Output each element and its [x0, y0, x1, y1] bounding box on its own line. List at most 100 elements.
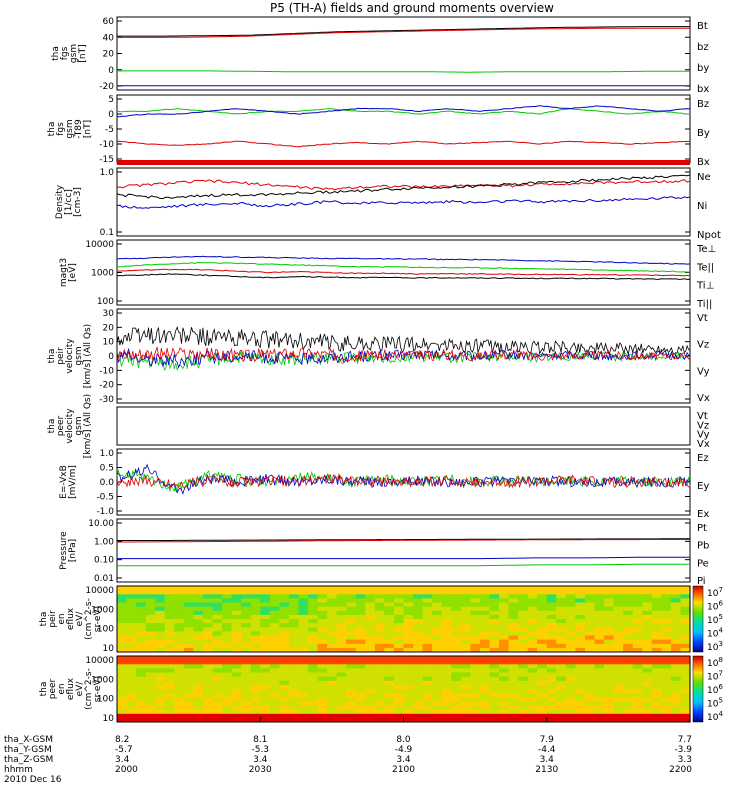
heatmap-cell — [117, 610, 128, 616]
heatmap-cell — [231, 623, 242, 628]
heatmap-cell — [260, 697, 271, 702]
heatmap-cell — [499, 594, 510, 599]
heatmap-cell — [527, 602, 538, 608]
heatmap-cell — [546, 697, 557, 702]
heatmap-cell — [269, 672, 280, 678]
y-axis-label-line: peir — [56, 347, 66, 365]
heatmap-cell — [155, 635, 166, 641]
heatmap-cell — [269, 697, 280, 702]
heatmap-cell — [661, 668, 672, 673]
heatmap-cell — [403, 709, 414, 715]
heatmap-cell — [613, 684, 624, 690]
heatmap-cell — [374, 689, 385, 694]
heatmap-cell — [260, 610, 271, 616]
heatmap-cell — [661, 586, 672, 591]
heatmap-cell — [518, 693, 529, 698]
heatmap-cell — [642, 594, 653, 599]
heatmap-cell — [623, 586, 634, 591]
heatmap-cell — [508, 717, 519, 723]
heatmap-cell — [670, 705, 681, 711]
heatmap-cell — [441, 672, 452, 678]
heatmap-cell — [403, 627, 414, 632]
heatmap-cell — [556, 602, 567, 608]
heatmap-cell — [136, 586, 147, 591]
y-axis-label-line: eV/ — [75, 611, 85, 627]
heatmap-cell — [327, 602, 338, 608]
heatmap-cell — [479, 639, 490, 645]
heatmap-cell — [613, 693, 624, 698]
heatmap-cell — [527, 610, 538, 616]
heatmap-cell — [651, 656, 662, 661]
heatmap-cell — [403, 586, 414, 591]
heatmap-cell — [594, 701, 605, 706]
heatmap-cell — [346, 623, 357, 628]
heatmap-cell — [518, 647, 529, 653]
heatmap-cell — [661, 643, 672, 649]
heatmap-cell — [222, 619, 233, 624]
y-axis-label-line: Pressure — [59, 531, 69, 570]
heatmap-cell — [212, 586, 223, 591]
heatmap-cell — [451, 680, 462, 686]
y-axis-label-line: [km/s] (All Qs) — [83, 324, 93, 388]
heatmap-cell — [174, 623, 185, 628]
heatmap-cell — [336, 656, 347, 661]
heatmap-cell — [365, 680, 376, 686]
heatmap-cell — [193, 594, 204, 599]
heatmap-cell — [594, 697, 605, 702]
heatmap-cell — [642, 606, 653, 612]
heatmap-cell — [508, 602, 519, 608]
heatmap-cell — [403, 635, 414, 641]
heatmap-cell — [518, 713, 529, 719]
heatmap-cell — [231, 709, 242, 715]
heatmap-cell — [355, 689, 366, 694]
heatmap-cell — [604, 713, 615, 719]
heatmap-cell — [346, 684, 357, 690]
heatmap-cell — [250, 689, 261, 694]
heatmap-cell — [413, 643, 424, 649]
heatmap-cell — [680, 631, 691, 636]
heatmap-cell — [346, 656, 357, 661]
heatmap-cell — [384, 639, 395, 645]
heatmap-cell — [613, 623, 624, 628]
heatmap-cell — [145, 684, 156, 690]
heatmap-cell — [575, 697, 586, 702]
heatmap-cell — [212, 619, 223, 624]
series-ne-line — [116, 179, 691, 191]
heatmap-cell — [413, 614, 424, 620]
heatmap-cell — [231, 697, 242, 702]
heatmap-cell — [670, 672, 681, 678]
heatmap-cell — [355, 594, 366, 599]
heatmap-cell — [145, 635, 156, 641]
heatmap-cell — [374, 619, 385, 624]
heatmap-cell — [470, 668, 481, 673]
heatmap-cell — [441, 713, 452, 719]
heatmap-cell — [279, 693, 290, 698]
heatmap-cell — [164, 594, 175, 599]
heatmap-cell — [365, 668, 376, 673]
heatmap-cell — [327, 643, 338, 649]
heatmap-cell — [594, 705, 605, 711]
heatmap-cell — [585, 689, 596, 694]
colorbar-label: 103 — [707, 640, 723, 653]
y-tick-label: 10.00 — [88, 519, 114, 529]
heatmap-cell — [145, 689, 156, 694]
heatmap-cell — [508, 647, 519, 653]
heatmap-cell — [317, 684, 328, 690]
heatmap-cell — [317, 627, 328, 632]
heatmap-cell — [384, 606, 395, 612]
heatmap-cell — [499, 676, 510, 682]
heatmap-cell — [260, 631, 271, 636]
colorbar-label-exp: 7 — [718, 586, 722, 594]
heatmap-cell — [126, 623, 137, 628]
heatmap-cell — [346, 643, 357, 649]
heatmap-cell — [518, 689, 529, 694]
heatmap-cell — [269, 639, 280, 645]
heatmap-cell — [422, 660, 433, 665]
heatmap-cell — [374, 590, 385, 595]
heatmap-cell — [623, 693, 634, 698]
heatmap-cell — [346, 701, 357, 706]
heatmap-cell — [642, 680, 653, 686]
y-axis-label-line: gsm — [74, 346, 84, 365]
heatmap-cell — [231, 639, 242, 645]
